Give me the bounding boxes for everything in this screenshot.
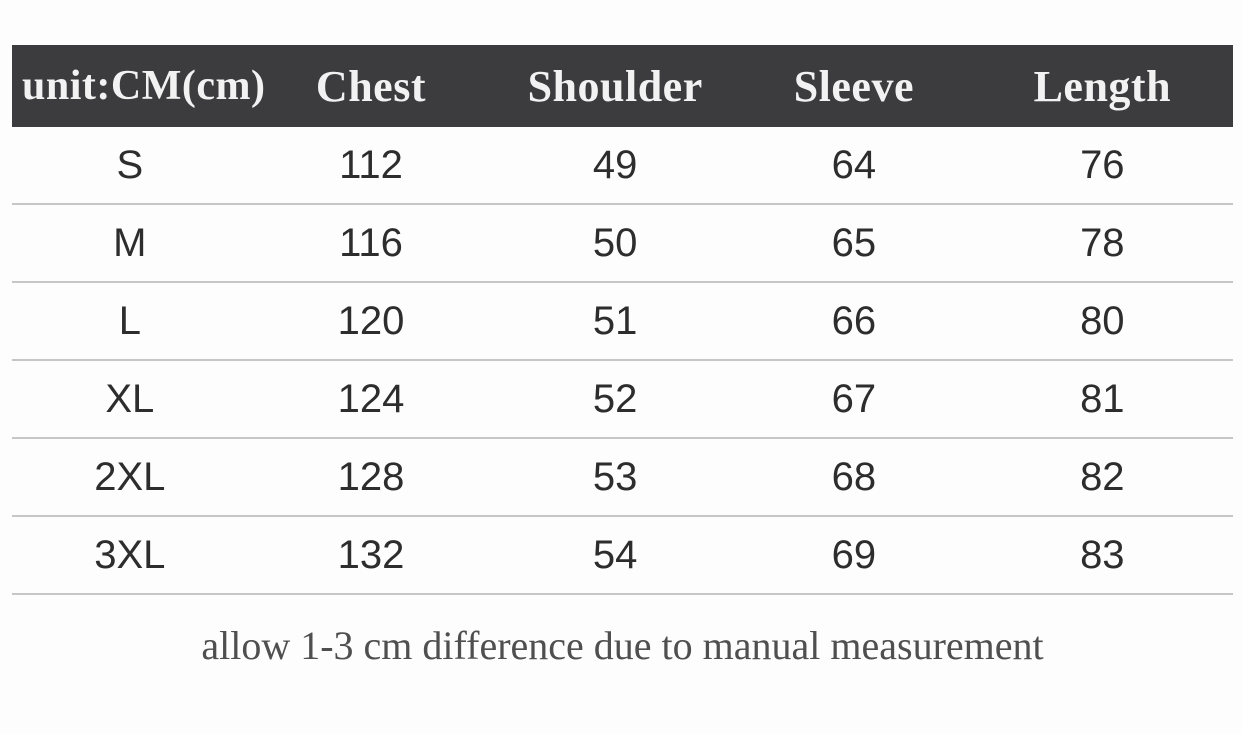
header-cell-unit: unit:CM(cm): [22, 63, 266, 109]
size-cell: S: [116, 142, 144, 187]
chest-cell: 112: [339, 142, 403, 187]
sleeve-cell: 69: [831, 532, 877, 577]
header-cell-sleeve: Sleeve: [793, 61, 914, 111]
table-row-xl: XL 124 52 67 81: [12, 361, 1233, 439]
shoulder-cell: 51: [592, 298, 638, 343]
length-cell: 81: [1080, 376, 1125, 421]
header-cell-shoulder: Shoulder: [527, 61, 703, 111]
chest-cell: 124: [337, 376, 405, 421]
header-cell-chest: Chest: [315, 61, 426, 111]
chest-cell: 132: [337, 532, 405, 577]
shoulder-cell: 49: [592, 142, 638, 187]
length-cell: 82: [1080, 454, 1125, 499]
sleeve-cell: 65: [831, 220, 877, 265]
table-row-m: M 116 50 65 78: [12, 205, 1233, 283]
length-cell: 78: [1080, 220, 1125, 265]
table-row-2xl: 2XL 128 53 68 82: [12, 439, 1233, 517]
sleeve-cell: 66: [831, 298, 877, 343]
size-cell: 3XL: [94, 532, 166, 577]
header-cell-length: Length: [1033, 61, 1172, 111]
sleeve-cell: 68: [831, 454, 877, 499]
table-row-3xl: 3XL 132 54 69 83: [12, 517, 1233, 595]
sleeve-cell: 64: [831, 142, 877, 187]
table-header-row: unit:CM(cm) Chest Shoulder Sleeve Length: [12, 45, 1233, 127]
measurement-note: allow 1-3 cm difference due to manual me…: [201, 623, 1044, 668]
table-row-l: L 120 51 66 80: [12, 283, 1233, 361]
length-cell: 80: [1080, 298, 1125, 343]
chest-cell: 128: [337, 454, 405, 499]
sleeve-cell: 67: [831, 376, 877, 421]
shoulder-cell: 52: [592, 376, 638, 421]
chest-cell: 116: [339, 220, 403, 265]
chest-cell: 120: [337, 298, 405, 343]
size-cell: M: [113, 220, 147, 265]
table-row-s: S 112 49 64 76: [12, 127, 1233, 205]
size-cell: L: [118, 298, 141, 343]
length-cell: 83: [1080, 532, 1125, 577]
size-cell: 2XL: [94, 454, 166, 499]
size-cell: XL: [105, 376, 155, 421]
shoulder-cell: 50: [592, 220, 638, 265]
shoulder-cell: 54: [592, 532, 638, 577]
length-cell: 76: [1080, 142, 1125, 187]
shoulder-cell: 53: [592, 454, 638, 499]
size-chart-table: unit:CM(cm) Chest Shoulder Sleeve Length…: [12, 45, 1233, 595]
